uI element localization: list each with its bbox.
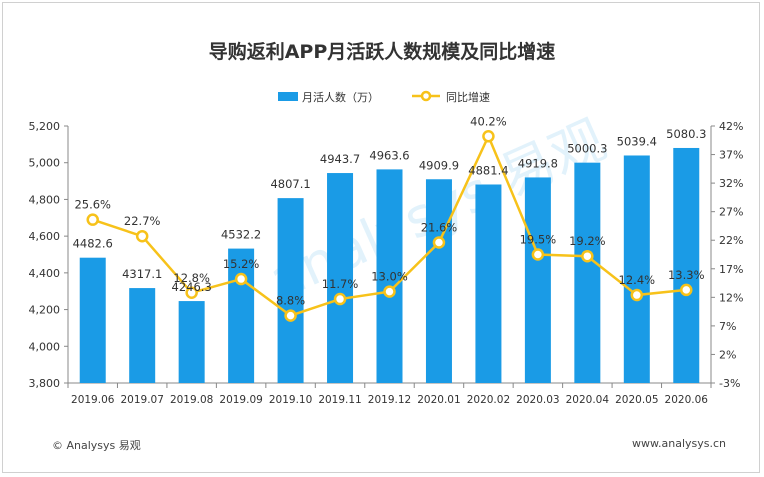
bar-value-label: 5000.3 bbox=[567, 142, 607, 156]
line-point bbox=[234, 272, 248, 286]
bar bbox=[376, 169, 403, 383]
y-right-tick-label: 7% bbox=[719, 320, 736, 333]
x-tick-label: 2019.11 bbox=[318, 394, 361, 406]
bar bbox=[574, 162, 601, 383]
legend-line-label: 同比增速 bbox=[446, 90, 490, 104]
line-point bbox=[482, 130, 495, 143]
growth-value-label: 40.2% bbox=[470, 114, 507, 128]
growth-value-label: 13.3% bbox=[668, 268, 705, 282]
line-point bbox=[680, 283, 693, 297]
y-right-tick-label: 17% bbox=[719, 263, 743, 276]
y-left-tick-label: 4,000 bbox=[29, 340, 61, 353]
bar bbox=[277, 198, 304, 383]
y-right-tick-label: -3% bbox=[719, 377, 740, 390]
y-right-tick-label: 32% bbox=[719, 177, 743, 190]
bar-value-label: 4909.9 bbox=[419, 158, 459, 172]
x-tick-label: 2019.08 bbox=[170, 394, 213, 406]
legend: 月活人数（万） 同比增速 bbox=[278, 90, 490, 104]
bar bbox=[673, 147, 700, 383]
x-tick-label: 2020.02 bbox=[467, 394, 510, 406]
line-point bbox=[185, 286, 198, 300]
bar-value-label: 5039.4 bbox=[617, 134, 657, 148]
y-right-tick-label: 27% bbox=[719, 206, 743, 219]
bar bbox=[425, 179, 452, 383]
chart-title: 导购返利APP月活跃人数规模及同比增速 bbox=[209, 40, 556, 63]
y-left-tick-label: 4,400 bbox=[29, 267, 61, 280]
growth-value-label: 19.5% bbox=[520, 233, 557, 247]
bar bbox=[327, 173, 354, 383]
growth-value-label: 12.4% bbox=[619, 273, 656, 287]
bar bbox=[623, 155, 650, 383]
y-left-tick-label: 5,200 bbox=[29, 120, 61, 133]
legend-line-marker bbox=[420, 90, 432, 102]
line-point bbox=[135, 229, 149, 243]
x-tick-label: 2019.06 bbox=[71, 394, 115, 406]
y-right-tick-label: 37% bbox=[719, 149, 743, 162]
x-tick-label: 2020.03 bbox=[516, 394, 559, 406]
y-left-tick-label: 4,600 bbox=[29, 230, 61, 243]
bar bbox=[129, 288, 156, 383]
bar-value-label: 4317.1 bbox=[122, 267, 162, 281]
line-point bbox=[432, 236, 446, 249]
bar bbox=[228, 248, 255, 383]
growth-value-label: 8.8% bbox=[276, 294, 305, 308]
data-labels: 4482.6 4317.1 4246.3 4532.2 4807.1 4943.7 4963… bbox=[73, 114, 707, 307]
bar-value-label: 4943.7 bbox=[320, 152, 360, 166]
growth-value-label: 12.8% bbox=[173, 271, 210, 285]
growth-value-label: 22.7% bbox=[124, 214, 161, 228]
growth-value-label: 19.2% bbox=[569, 234, 606, 248]
x-tick-label: 2019.10 bbox=[269, 394, 312, 406]
x-tick-label: 2020.04 bbox=[566, 394, 610, 406]
x-tick-label: 2020.06 bbox=[665, 394, 709, 406]
bars bbox=[79, 147, 700, 383]
bar-value-label: 4881.4 bbox=[468, 163, 508, 177]
bar bbox=[475, 184, 502, 383]
line-point bbox=[531, 248, 545, 261]
y-left-tick-label: 5,000 bbox=[29, 157, 61, 170]
line-point bbox=[333, 292, 347, 306]
x-tick-label: 2019.07 bbox=[120, 394, 163, 406]
growth-line bbox=[86, 130, 693, 322]
bar-value-label: 4482.6 bbox=[73, 237, 113, 251]
y-right-tick-label: 42% bbox=[719, 120, 743, 133]
growth-value-label: 13.0% bbox=[371, 270, 408, 284]
x-tick-label: 2020.01 bbox=[417, 394, 460, 406]
legend-bar-swatch bbox=[278, 92, 298, 101]
y-right-tick-label: 22% bbox=[719, 234, 743, 247]
y-right-tick-label: 2% bbox=[719, 348, 736, 361]
line-point bbox=[581, 249, 594, 263]
y-left-tick-label: 4,200 bbox=[29, 304, 61, 317]
copyright: © Analysys 易观 bbox=[52, 439, 141, 452]
line-point bbox=[383, 285, 396, 298]
growth-value-label: 15.2% bbox=[223, 257, 260, 271]
bar bbox=[524, 177, 551, 383]
bar-value-label: 4532.2 bbox=[221, 228, 261, 242]
growth-value-label: 21.6% bbox=[421, 221, 458, 235]
line-point bbox=[630, 288, 644, 302]
axes: 3,800 4,000 4,200 4,400 4,600 4,800 5,000 5,200… bbox=[29, 120, 744, 406]
bar-value-label: 4807.1 bbox=[270, 177, 310, 191]
growth-value-label: 11.7% bbox=[322, 277, 359, 291]
x-tick-label: 2019.09 bbox=[219, 394, 262, 406]
line-point bbox=[284, 309, 297, 322]
x-tick-label: 2020.05 bbox=[615, 394, 658, 406]
bar bbox=[79, 257, 106, 383]
growth-value-label: 25.6% bbox=[74, 198, 111, 212]
bar-value-label: 5080.3 bbox=[666, 127, 706, 141]
bar-value-label: 4246.3 bbox=[172, 280, 212, 294]
bar-value-label: 4919.8 bbox=[518, 156, 558, 170]
bar-value-label: 4963.6 bbox=[369, 148, 409, 162]
legend-bar-label: 月活人数（万） bbox=[302, 91, 379, 104]
bar bbox=[178, 301, 205, 383]
line-point bbox=[86, 213, 99, 226]
y-left-tick-label: 3,800 bbox=[29, 377, 61, 390]
x-tick-label: 2019.12 bbox=[368, 394, 411, 406]
y-left-tick-label: 4,800 bbox=[29, 193, 61, 206]
site-url: www.analysys.cn bbox=[632, 437, 726, 450]
y-right-tick-label: 12% bbox=[719, 291, 743, 304]
